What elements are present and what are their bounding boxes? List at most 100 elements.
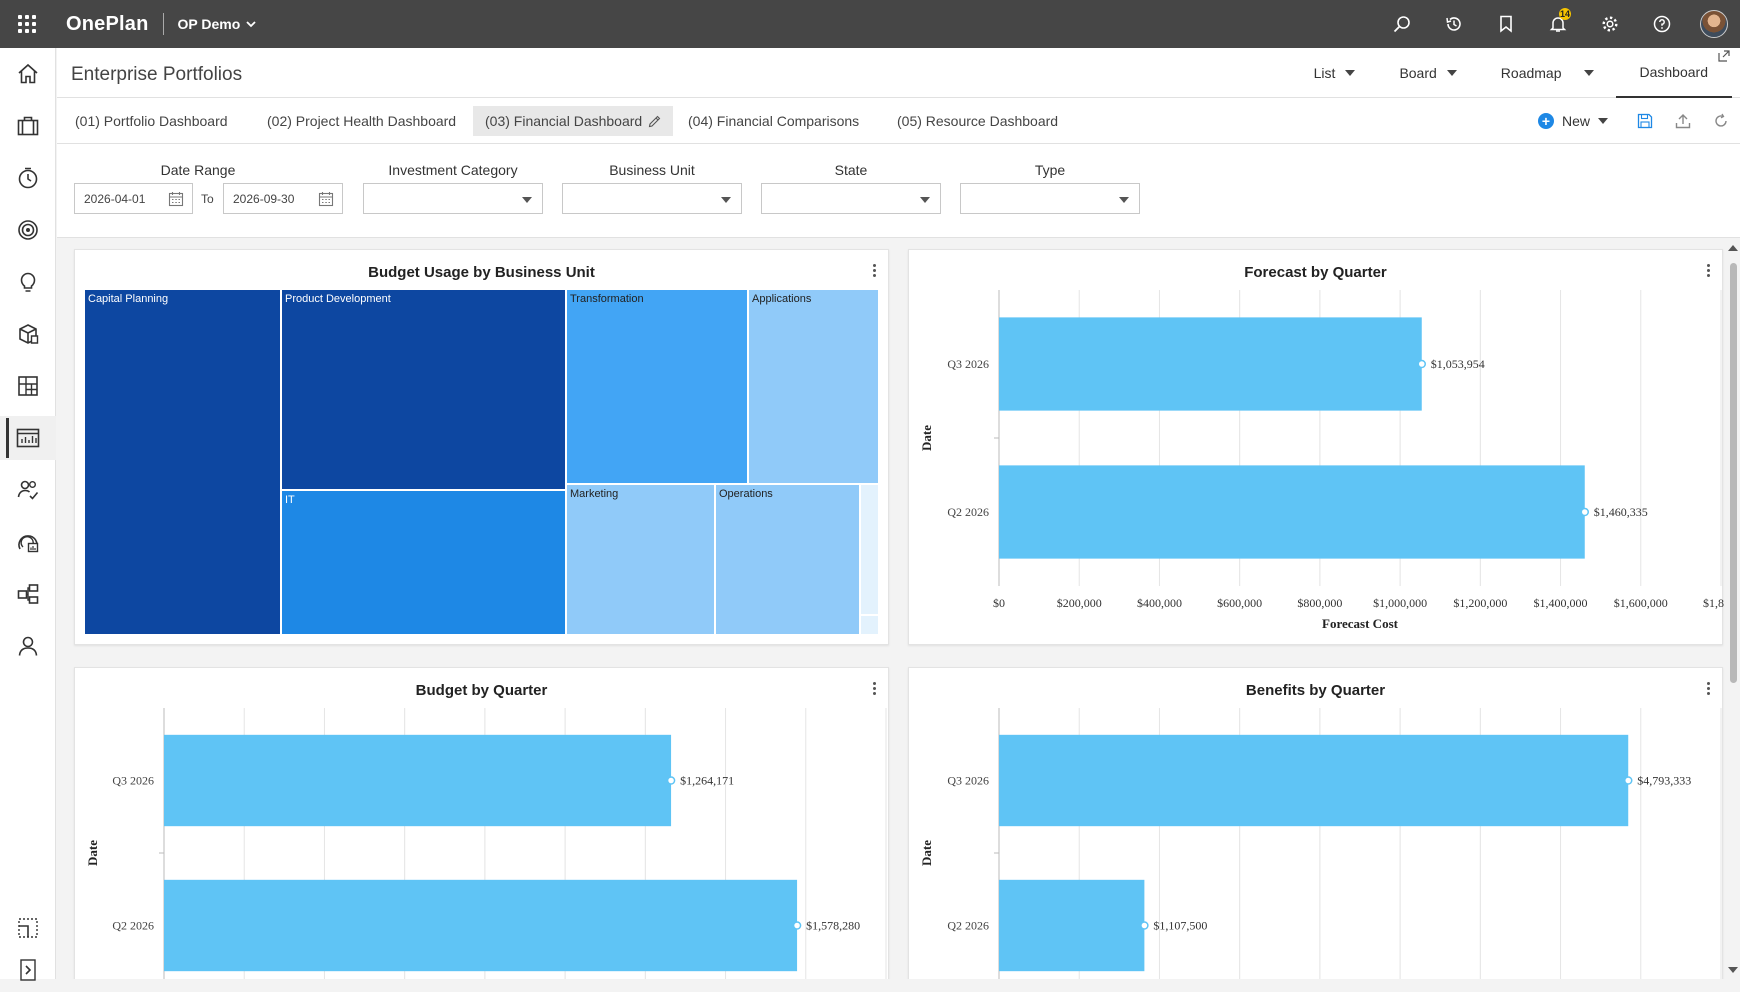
home-icon[interactable]: [0, 52, 56, 96]
more-options-icon[interactable]: [868, 262, 880, 279]
pencil-icon[interactable]: [648, 115, 661, 128]
cube-icon[interactable]: [0, 312, 56, 356]
caret-down-icon[interactable]: [1446, 70, 1457, 76]
treemap-cell[interactable]: Product Development: [281, 289, 566, 490]
y-axis-label: Date: [919, 425, 934, 451]
treemap-cell[interactable]: Applications: [748, 289, 879, 484]
target-icon[interactable]: [0, 208, 56, 252]
treemap-label: IT: [285, 494, 295, 506]
app-launcher-icon[interactable]: [0, 0, 54, 48]
tenant-selector[interactable]: OP Demo: [178, 16, 257, 32]
tab-label: (03) Financial Dashboard: [485, 113, 643, 129]
grid-icon[interactable]: [0, 364, 56, 408]
benefits-bar-chart: $4,793,333 Q3 2026 $1,107,500 Q2 2026 Date: [919, 708, 1722, 979]
calendar-icon[interactable]: [318, 191, 334, 207]
caret-down-icon: [721, 197, 731, 203]
tab-project-health-dashboard[interactable]: (02) Project Health Dashboard: [255, 106, 468, 136]
dashboard-icon[interactable]: [0, 416, 56, 460]
scroll-up-arrow[interactable]: [1728, 245, 1738, 251]
treemap-cell[interactable]: [860, 484, 879, 615]
tab-resource-dashboard[interactable]: (05) Resource Dashboard: [885, 106, 1070, 136]
bar-end-marker: [1417, 359, 1427, 369]
new-dashboard-button[interactable]: + New: [1537, 113, 1608, 129]
treemap-area: Capital Planning Product Development IT …: [84, 289, 879, 635]
tab-financial-comparisons[interactable]: (04) Financial Comparisons: [676, 106, 871, 136]
tab-label: (04) Financial Comparisons: [688, 113, 860, 129]
x-tick-label: $800,000: [1297, 596, 1342, 610]
new-button-label: New: [1561, 113, 1590, 129]
history-icon[interactable]: [1428, 0, 1480, 48]
caret-down-icon[interactable]: [1583, 70, 1594, 76]
brand-name[interactable]: OnePlan: [66, 12, 149, 35]
more-options-icon[interactable]: [1702, 262, 1714, 279]
help-icon[interactable]: [1636, 0, 1688, 48]
more-options-icon[interactable]: [868, 680, 880, 697]
refresh-icon[interactable]: [1702, 98, 1740, 144]
tab-portfolio-dashboard[interactable]: (01) Portfolio Dashboard: [63, 106, 240, 136]
view-board[interactable]: Board: [1387, 48, 1468, 98]
chart-title: Budget Usage by Business Unit: [368, 264, 595, 281]
investment-category-select[interactable]: [363, 183, 543, 214]
people-icon[interactable]: [0, 468, 56, 512]
date-from-field[interactable]: 2026-04-01: [74, 183, 193, 214]
scroll-down-arrow[interactable]: [1728, 967, 1738, 973]
person-icon[interactable]: [0, 624, 56, 668]
business-unit-label: Business Unit: [609, 162, 695, 178]
type-select[interactable]: [960, 183, 1140, 214]
save-icon[interactable]: [1626, 98, 1664, 144]
bar-end-marker: [1623, 776, 1633, 785]
bar: [999, 465, 1585, 559]
x-tick-label: $1,400,000: [1534, 596, 1588, 610]
x-axis-label: Forecast Cost: [1322, 616, 1399, 631]
vertical-scrollbar[interactable]: [1726, 239, 1740, 979]
forecast-card: Forecast by Quarter $1,053,954 Q3 2026 $1,…: [908, 249, 1724, 645]
x-tick-label: $400,000: [1137, 596, 1182, 610]
view-dashboard-label: Dashboard: [1639, 64, 1709, 80]
state-label: State: [834, 162, 868, 178]
view-roadmap[interactable]: Roadmap: [1489, 48, 1606, 98]
briefcase-icon[interactable]: [0, 104, 56, 148]
chart-title: Forecast by Quarter: [1244, 264, 1387, 281]
chart-gauge-icon[interactable]: [0, 520, 56, 564]
more-options-icon[interactable]: [1702, 680, 1714, 697]
bookmark-icon[interactable]: [1480, 0, 1532, 48]
expand-icon[interactable]: [1718, 50, 1730, 62]
filter-bar: Date Range 2026-04-01 To 2026-09-30 Inve…: [57, 144, 1740, 238]
clock-icon[interactable]: [0, 156, 56, 200]
treemap-cell[interactable]: Operations: [715, 484, 860, 635]
tab-financial-dashboard[interactable]: (03) Financial Dashboard: [473, 106, 674, 136]
x-tick-label: $200,000: [1057, 596, 1102, 610]
gear-icon[interactable]: [1584, 0, 1636, 48]
category-label: Q2 2026: [947, 505, 989, 519]
upload-icon[interactable]: [1664, 98, 1702, 144]
view-list[interactable]: List: [1302, 48, 1368, 98]
treemap-cell[interactable]: IT: [281, 490, 566, 635]
data-label: $1,053,954: [1431, 357, 1485, 371]
chevron-right-icon[interactable]: [0, 948, 56, 992]
treemap-label: Operations: [719, 488, 773, 500]
view-dashboard[interactable]: Dashboard: [1615, 48, 1732, 98]
treemap-cell[interactable]: Transformation: [566, 289, 748, 484]
bar-end-marker: [666, 776, 676, 785]
business-unit-select[interactable]: [562, 183, 742, 214]
bell-icon[interactable]: 14: [1532, 0, 1584, 48]
bar-end-marker: [1580, 507, 1590, 517]
x-tick-label: $1,200,000: [1453, 596, 1507, 610]
bar-end-marker: [1140, 921, 1149, 930]
search-icon[interactable]: [1376, 0, 1428, 48]
scroll-thumb[interactable]: [1730, 263, 1737, 683]
treemap-cell[interactable]: Marketing: [566, 484, 715, 635]
treemap-cell[interactable]: Capital Planning: [84, 289, 281, 635]
lightbulb-icon[interactable]: [0, 260, 56, 304]
calendar-icon[interactable]: [168, 191, 184, 207]
view-switcher: List Board Roadmap Dashboard: [1302, 48, 1740, 98]
org-chart-icon[interactable]: [0, 572, 56, 616]
treemap-cell[interactable]: [860, 615, 879, 635]
date-to-field[interactable]: 2026-09-30: [223, 183, 343, 214]
user-avatar[interactable]: [1688, 0, 1740, 48]
left-navigation: [0, 48, 56, 981]
caret-down-icon[interactable]: [1345, 70, 1356, 76]
state-select[interactable]: [761, 183, 941, 214]
forecast-bar-chart: $1,053,954 Q3 2026 $1,460,335 Q2 2026 $0 $200…: [919, 290, 1724, 631]
layout-icon[interactable]: [0, 906, 56, 950]
